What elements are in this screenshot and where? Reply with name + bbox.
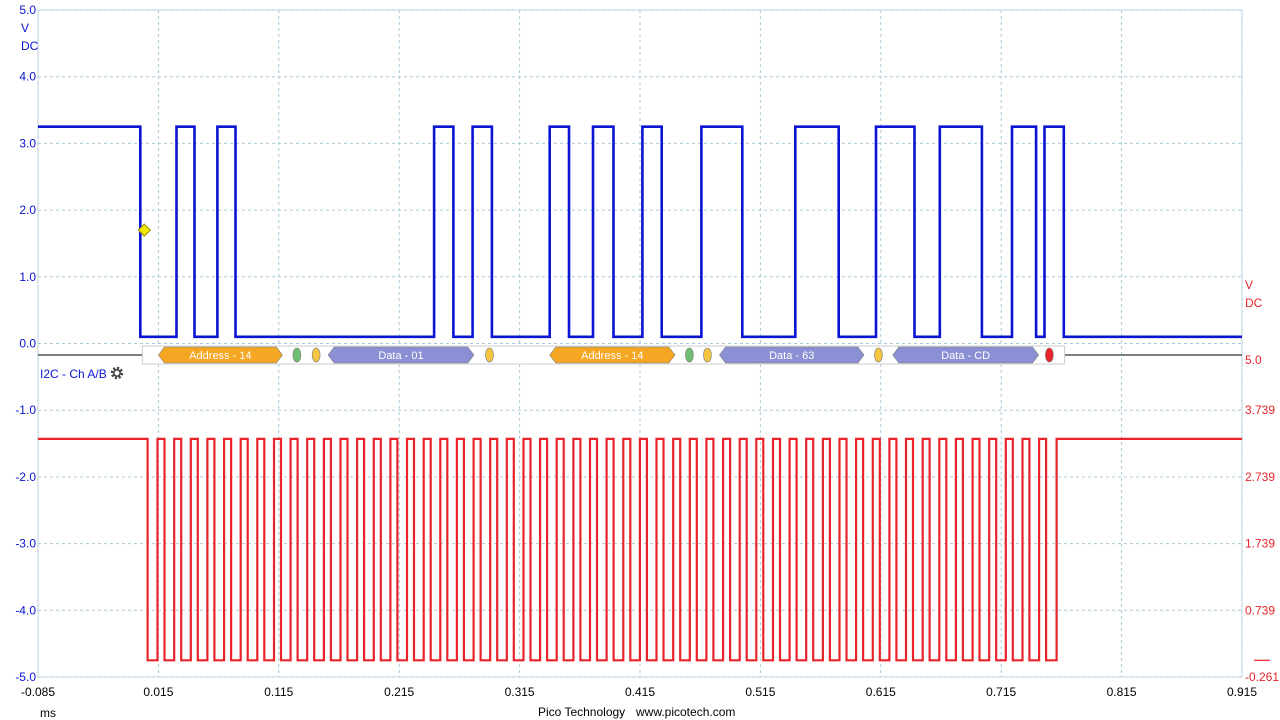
left-tick-label: -3.0 [15,537,36,551]
right-unit-volts: V [1245,278,1253,292]
decode-packet-label: Data - CD [941,350,990,362]
decode-marker[interactable] [703,347,712,363]
x-tick-label: 0.915 [1227,685,1257,699]
right-tick-label: -0.261 [1245,670,1279,684]
x-unit-label: ms [40,706,56,720]
left-tick-label: 5.0 [19,3,36,17]
right-y-axis: 5.0 3.739 2.739 1.739 0.739 -0.261 [1245,353,1279,684]
decode-packet[interactable] [719,346,865,364]
x-tick-label: 0.515 [745,685,775,699]
decode-marker[interactable] [485,347,494,363]
decode-packet[interactable] [892,346,1039,364]
waveforms [38,125,1242,662]
right-tick-label: 0.739 [1245,603,1275,617]
series-channel-a [38,125,1242,339]
decode-marker[interactable] [1045,347,1054,363]
series-channel-b [38,437,1242,662]
x-tick-label: 0.815 [1107,685,1137,699]
left-tick-label: 2.0 [19,203,36,217]
gear-icon[interactable] [110,366,124,380]
decode-packet[interactable] [327,346,475,364]
x-tick-label: -0.085 [21,685,55,699]
x-axis: -0.085 0.015 0.115 0.215 0.315 0.415 0.515 0.61… [21,685,1257,699]
x-tick-label: 0.215 [384,685,414,699]
decode-marker[interactable] [292,347,302,363]
decode-packet[interactable] [158,346,283,364]
left-tick-label: 3.0 [19,136,36,150]
x-tick-label: 0.315 [505,685,535,699]
right-tick-label: 5.0 [1245,353,1262,367]
left-tick-label: 1.0 [19,270,36,284]
decode-marker[interactable] [311,347,321,363]
left-unit-dc: DC [21,39,39,53]
decode-packet-label: Address - 14 [189,350,251,362]
decode-marker[interactable] [685,347,694,363]
decode-packet-label: Data - 63 [769,350,814,362]
decode-marker[interactable] [874,347,883,363]
x-tick-label: 0.115 [264,685,293,699]
left-tick-label: -5.0 [15,670,36,684]
right-tick-label: 2.739 [1245,470,1275,484]
x-tick-label: 0.715 [986,685,1016,699]
left-tick-label: -2.0 [15,470,36,484]
left-tick-label: -4.0 [15,603,36,617]
footer-brand: Pico Technology [538,705,625,719]
decode-packet[interactable] [549,346,676,364]
i2c-channel-label[interactable]: I2C - Ch A/B [40,366,124,381]
left-tick-label: 4.0 [19,70,36,84]
right-tick-label: 3.739 [1245,403,1275,417]
left-tick-label: 0.0 [19,337,36,351]
trigger-marker-icon[interactable] [137,223,152,237]
left-tick-label: -1.0 [15,403,36,417]
decode-packet-label: Data - 01 [378,350,423,362]
i2c-decode-bus: Address - 14 Data - 01 Address - 14 Data - … [38,345,1242,365]
decode-packet-label: Address - 14 [581,350,643,362]
x-tick-label: 0.415 [625,685,655,699]
right-tick-label: 1.739 [1245,537,1275,551]
footer-url: www.picotech.com [635,705,735,719]
x-tick-label: 0.015 [143,685,173,699]
right-unit-dc: DC [1245,296,1263,310]
left-y-axis: 5.0 4.0 3.0 2.0 1.0 0.0 -1.0 -2.0 -3.0 -4.0 -5.0 [15,3,36,684]
left-unit-volts: V [21,21,29,35]
x-tick-label: 0.615 [866,685,896,699]
i2c-channel-text: I2C - Ch A/B [40,367,107,381]
